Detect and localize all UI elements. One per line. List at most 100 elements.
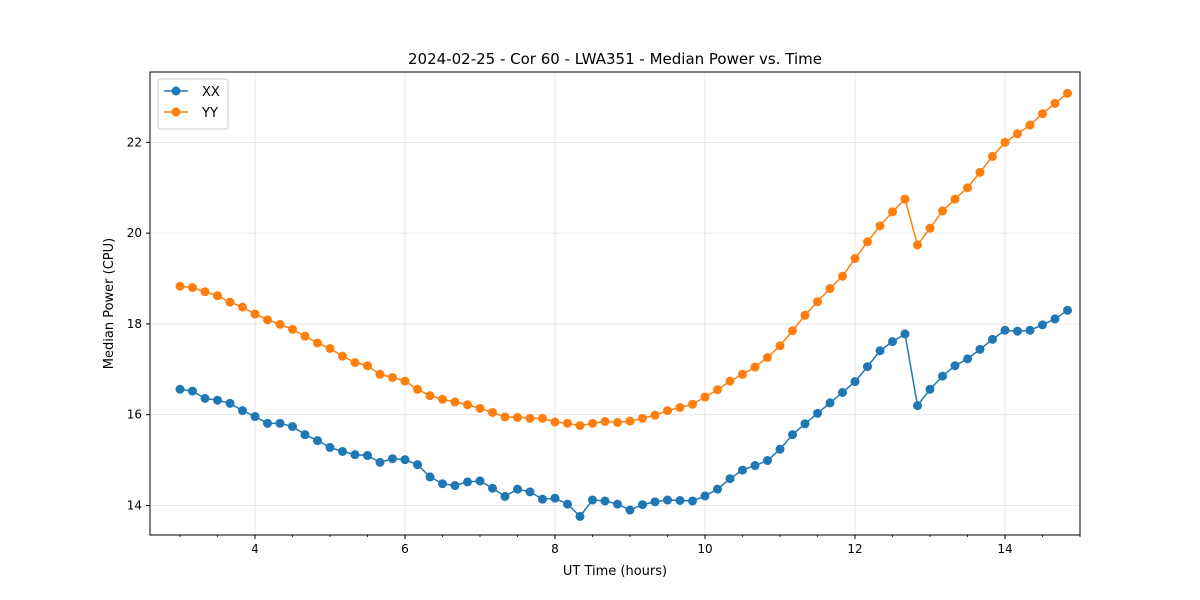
- data-point-yy: [213, 291, 222, 301]
- data-point-yy: [438, 394, 447, 404]
- data-point-xx: [613, 499, 622, 509]
- data-point-yy: [913, 240, 922, 250]
- data-point-yy: [325, 343, 335, 353]
- y-tick-label: 16: [127, 408, 142, 422]
- data-point-xx: [288, 422, 297, 432]
- x-tick-label: 6: [401, 542, 409, 556]
- data-point-yy: [1000, 137, 1010, 147]
- x-tick-label: 12: [847, 542, 862, 556]
- data-point-xx: [538, 494, 547, 504]
- data-point-xx: [800, 419, 810, 429]
- data-point-yy: [688, 399, 697, 409]
- data-point-xx: [1000, 325, 1010, 335]
- legend-label-yy: YY: [201, 106, 218, 121]
- y-tick-label: 18: [127, 317, 142, 331]
- data-point-xx: [575, 511, 585, 521]
- data-point-yy: [738, 369, 747, 379]
- data-point-yy: [513, 412, 522, 422]
- data-point-xx: [1025, 325, 1035, 335]
- data-point-yy: [938, 206, 947, 216]
- data-point-yy: [763, 353, 772, 363]
- data-point-xx: [450, 481, 460, 491]
- data-point-xx: [300, 430, 310, 440]
- data-point-xx: [363, 451, 372, 461]
- data-point-yy: [300, 331, 310, 341]
- data-point-xx: [938, 371, 947, 381]
- data-point-yy: [1038, 109, 1047, 119]
- data-point-xx: [675, 496, 685, 505]
- legend-marker-xx: [171, 86, 181, 96]
- plot-frame: [149, 71, 1081, 536]
- data-point-yy: [275, 319, 285, 329]
- data-point-yy: [475, 403, 485, 413]
- data-point-xx: [475, 476, 485, 486]
- data-point-yy: [613, 417, 622, 427]
- data-point-xx: [588, 495, 597, 505]
- data-point-yy: [800, 310, 810, 320]
- data-point-xx: [988, 334, 997, 344]
- data-point-xx: [975, 344, 985, 354]
- data-point-xx: [413, 460, 422, 470]
- data-point-yy: [975, 167, 985, 177]
- data-point-yy: [1050, 98, 1060, 108]
- data-point-xx: [875, 346, 885, 356]
- data-point-xx: [400, 455, 410, 465]
- data-point-xx: [200, 393, 210, 403]
- data-point-xx: [725, 474, 735, 484]
- data-point-xx: [738, 465, 747, 475]
- data-point-xx: [813, 408, 822, 418]
- data-point-yy: [750, 362, 760, 372]
- data-point-yy: [638, 413, 647, 423]
- data-point-yy: [838, 271, 847, 281]
- data-point-yy: [988, 151, 997, 161]
- data-point-yy: [600, 417, 610, 427]
- data-point-xx: [713, 484, 722, 494]
- data-point-yy: [425, 391, 435, 401]
- data-point-xx: [1038, 320, 1047, 330]
- data-point-xx: [313, 436, 322, 446]
- data-point-xx: [625, 505, 635, 515]
- data-point-yy: [463, 400, 472, 410]
- data-point-yy: [675, 402, 685, 412]
- data-point-yy: [450, 397, 460, 407]
- data-point-yy: [863, 237, 872, 247]
- data-point-yy: [388, 372, 397, 382]
- data-point-xx: [963, 354, 972, 364]
- data-point-xx: [925, 384, 935, 394]
- data-point-xx: [325, 442, 335, 452]
- data-point-xx: [950, 361, 960, 371]
- chart-title: 2024-02-25 - Cor 60 - LWA351 - Median Po…: [408, 50, 822, 68]
- data-point-xx: [1050, 314, 1060, 324]
- data-point-xx: [550, 493, 560, 503]
- data-point-yy: [225, 297, 235, 307]
- legend-marker-yy: [171, 107, 181, 117]
- data-point-yy: [888, 207, 897, 217]
- data-point-xx: [563, 499, 572, 509]
- data-point-xx: [188, 386, 197, 396]
- data-point-xx: [838, 387, 847, 397]
- data-point-xx: [825, 398, 835, 408]
- data-point-xx: [700, 491, 710, 501]
- data-point-yy: [813, 297, 822, 307]
- data-point-yy: [1025, 120, 1035, 130]
- data-point-yy: [850, 254, 860, 264]
- data-point-xx: [225, 398, 235, 408]
- data-point-xx: [388, 454, 397, 464]
- y-tick-label: 22: [127, 135, 142, 149]
- y-tick-label: 14: [127, 498, 142, 512]
- data-point-xx: [850, 377, 860, 387]
- data-point-yy: [175, 281, 185, 291]
- legend-label-xx: XX: [202, 85, 220, 100]
- data-point-yy: [663, 406, 672, 416]
- data-point-yy: [575, 421, 585, 431]
- data-point-xx: [900, 329, 910, 339]
- data-point-xx: [238, 406, 247, 416]
- data-point-xx: [763, 456, 772, 466]
- data-point-xx: [600, 496, 610, 506]
- data-point-yy: [875, 221, 885, 231]
- data-point-xx: [175, 384, 185, 394]
- data-point-yy: [950, 194, 960, 204]
- series-yy: [175, 88, 1072, 431]
- data-point-yy: [788, 326, 797, 336]
